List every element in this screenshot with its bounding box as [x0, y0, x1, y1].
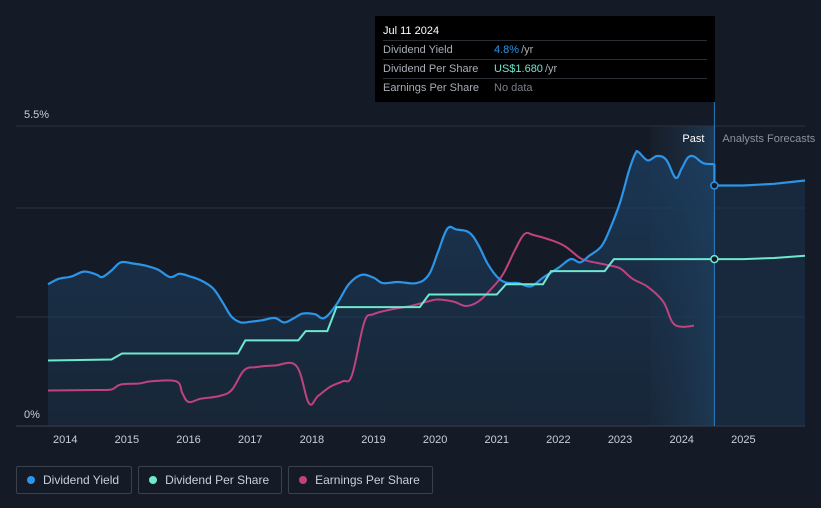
x-tick-label: 2016	[176, 434, 200, 446]
tooltip: Jul 11 2024 Dividend Yield 4.8% /yr Divi…	[375, 16, 715, 102]
legend-dot-icon	[149, 476, 158, 484]
y-tick-label: 0%	[24, 409, 40, 421]
legend-dot-icon	[299, 476, 308, 484]
x-tick-label: 2021	[485, 434, 509, 446]
forecast-area	[714, 164, 805, 426]
dividend-per-share-forecast-line	[714, 254, 806, 261]
tooltip-value: US$1.680	[494, 63, 543, 75]
x-tick-label: 2014	[53, 434, 77, 446]
x-tick-label: 2018	[300, 434, 324, 446]
x-tick-label: 2017	[238, 434, 262, 446]
legend-label: Dividend Per Share	[165, 473, 270, 487]
legend-item-dividend-yield[interactable]: Dividend Yield	[16, 466, 133, 494]
tooltip-label: Dividend Yield	[383, 44, 453, 56]
legend-dot-icon	[27, 476, 35, 484]
forecast-label: Analysts Forecasts	[722, 133, 815, 145]
dividend-per-share-line	[47, 258, 715, 362]
dividend-yield-marker	[710, 181, 719, 190]
legend-item-earnings-per-share[interactable]: Earnings Per Share	[288, 466, 433, 494]
tooltip-date: Jul 11 2024	[383, 25, 440, 37]
dividend-per-share-marker	[710, 254, 719, 264]
y-tick-label: 5.5%	[24, 109, 49, 121]
legend-label: Earnings Per Share	[315, 473, 420, 487]
tooltip-label: Dividend Per Share	[383, 63, 479, 75]
tooltip-label: Earnings Per Share	[383, 82, 479, 94]
x-tick-label: 2020	[423, 434, 447, 446]
earnings-per-share-line	[47, 231, 695, 406]
x-tick-label: 2025	[731, 434, 755, 446]
x-tick-label: 2023	[608, 434, 632, 446]
legend-label: Dividend Yield	[43, 473, 120, 487]
dividend-yield-forecast-line	[713, 164, 806, 187]
tooltip-row-dividend-yield: Dividend Yield 4.8% /yr	[383, 40, 707, 59]
legend-item-dividend-per-share[interactable]: Dividend Per Share	[138, 466, 283, 494]
past-label: Past	[682, 133, 704, 145]
tooltip-row-dividend-per-share: Dividend Per Share US$1.680 /yr	[383, 59, 707, 78]
tooltip-unit: /yr	[544, 63, 558, 75]
tooltip-value: 4.8%	[494, 44, 520, 56]
legend: Dividend Yield Dividend Per Share Earnin…	[16, 466, 433, 494]
x-tick-label: 2019	[361, 434, 385, 446]
x-tick-label: 2022	[546, 434, 570, 446]
x-tick-label: 2024	[669, 434, 693, 446]
dividend-yield-line	[47, 149, 715, 324]
x-tick-label: 2015	[115, 434, 139, 446]
tooltip-unit: /yr	[521, 44, 534, 56]
dividend-yield-area	[48, 151, 715, 426]
tooltip-value: No data	[494, 82, 533, 94]
tooltip-row-earnings-per-share: Earnings Per Share No data	[383, 78, 707, 97]
